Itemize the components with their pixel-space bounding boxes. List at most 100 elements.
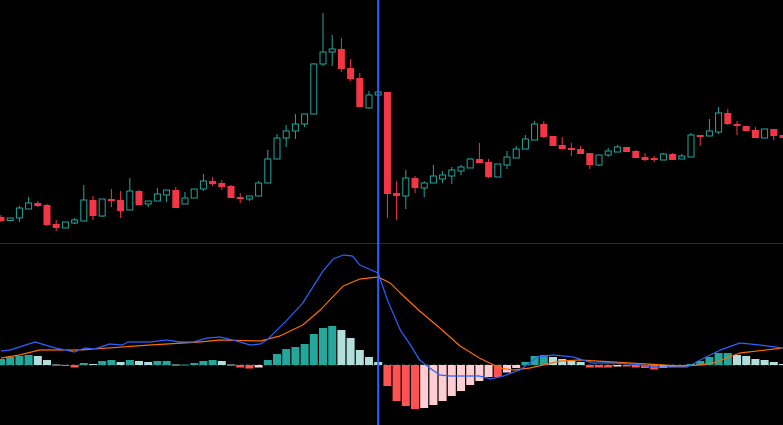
macd-histogram-bar	[493, 365, 502, 377]
candle[interactable]	[365, 91, 373, 109]
candle[interactable]	[310, 63, 318, 115]
candle[interactable]	[126, 178, 134, 211]
candle[interactable]	[301, 113, 309, 127]
candle[interactable]	[80, 185, 88, 222]
candle[interactable]	[43, 204, 51, 226]
candle[interactable]	[209, 177, 217, 186]
candle[interactable]	[227, 185, 235, 198]
candle[interactable]	[558, 137, 566, 149]
candle[interactable]	[356, 73, 364, 107]
candle[interactable]	[218, 180, 226, 190]
candle[interactable]	[393, 181, 401, 220]
candle[interactable]	[135, 190, 143, 205]
candle[interactable]	[448, 167, 456, 184]
candle[interactable]	[687, 133, 695, 158]
candle[interactable]	[245, 195, 253, 201]
candle[interactable]	[503, 151, 511, 169]
candle-body	[770, 129, 778, 136]
candle[interactable]	[549, 136, 557, 146]
macd-histogram-bar	[401, 365, 410, 406]
candle[interactable]	[669, 153, 677, 160]
candle[interactable]	[273, 134, 281, 160]
candle[interactable]	[742, 126, 750, 131]
candle[interactable]	[172, 187, 180, 208]
candle[interactable]	[291, 114, 299, 139]
candle[interactable]	[696, 135, 704, 146]
candle[interactable]	[531, 121, 539, 141]
macd-histogram-bar	[595, 365, 603, 368]
candle[interactable]	[577, 146, 585, 154]
candle[interactable]	[337, 38, 345, 72]
candle[interactable]	[52, 220, 60, 231]
candle[interactable]	[71, 218, 79, 224]
candle[interactable]	[761, 128, 769, 139]
candle[interactable]	[181, 192, 189, 205]
candle-body	[485, 162, 493, 177]
macd-histogram-bar	[411, 365, 419, 409]
candle[interactable]	[61, 221, 69, 229]
candle[interactable]	[650, 156, 658, 162]
candle[interactable]	[567, 143, 575, 156]
candle[interactable]	[0, 215, 5, 222]
candle[interactable]	[328, 35, 336, 66]
candle[interactable]	[199, 174, 207, 191]
candle[interactable]	[770, 129, 778, 140]
candle-body	[282, 130, 290, 139]
candle[interactable]	[475, 143, 483, 163]
candle[interactable]	[751, 127, 759, 138]
candle[interactable]	[623, 147, 631, 152]
candle[interactable]	[595, 154, 603, 166]
candle[interactable]	[411, 176, 419, 193]
candle[interactable]	[420, 181, 428, 197]
candle[interactable]	[540, 121, 548, 138]
candle[interactable]	[733, 121, 741, 135]
candle[interactable]	[264, 150, 272, 184]
candle[interactable]	[512, 146, 520, 159]
candle[interactable]	[429, 165, 437, 184]
candle[interactable]	[705, 119, 713, 137]
candle[interactable]	[153, 188, 161, 202]
candle[interactable]	[715, 107, 723, 134]
candle[interactable]	[604, 148, 612, 157]
candle[interactable]	[678, 154, 686, 160]
macd-histogram-bar	[438, 365, 447, 401]
candle[interactable]	[236, 193, 244, 203]
candle[interactable]	[521, 135, 529, 150]
macd-histogram-bar	[61, 365, 70, 366]
candle[interactable]	[632, 150, 640, 158]
candle[interactable]	[466, 158, 474, 169]
candle-body	[715, 112, 723, 133]
candle-body	[457, 166, 465, 172]
candle[interactable]	[282, 125, 290, 147]
candle[interactable]	[89, 196, 97, 220]
candle[interactable]	[402, 170, 410, 209]
candle[interactable]	[439, 171, 447, 183]
candle[interactable]	[641, 153, 649, 161]
candle-body	[761, 128, 769, 139]
candle[interactable]	[494, 163, 502, 178]
candle[interactable]	[163, 189, 171, 202]
candle[interactable]	[724, 109, 732, 125]
candle[interactable]	[779, 135, 783, 138]
candle[interactable]	[457, 165, 465, 175]
candle[interactable]	[319, 13, 327, 66]
candle[interactable]	[190, 188, 198, 199]
macd-histogram-bar	[466, 365, 475, 385]
candle[interactable]	[255, 181, 263, 197]
candle[interactable]	[485, 159, 493, 178]
candle[interactable]	[144, 200, 152, 207]
candle[interactable]	[34, 201, 42, 207]
candle[interactable]	[117, 191, 125, 218]
candle[interactable]	[25, 197, 33, 210]
candle[interactable]	[107, 189, 115, 207]
candle[interactable]	[98, 198, 106, 217]
candle[interactable]	[659, 153, 667, 161]
candle[interactable]	[586, 153, 594, 169]
candle[interactable]	[383, 92, 391, 218]
candle-body	[337, 49, 345, 69]
candle[interactable]	[6, 217, 14, 221]
candle[interactable]	[613, 145, 621, 153]
candle[interactable]	[347, 59, 355, 81]
candle[interactable]	[15, 206, 23, 222]
